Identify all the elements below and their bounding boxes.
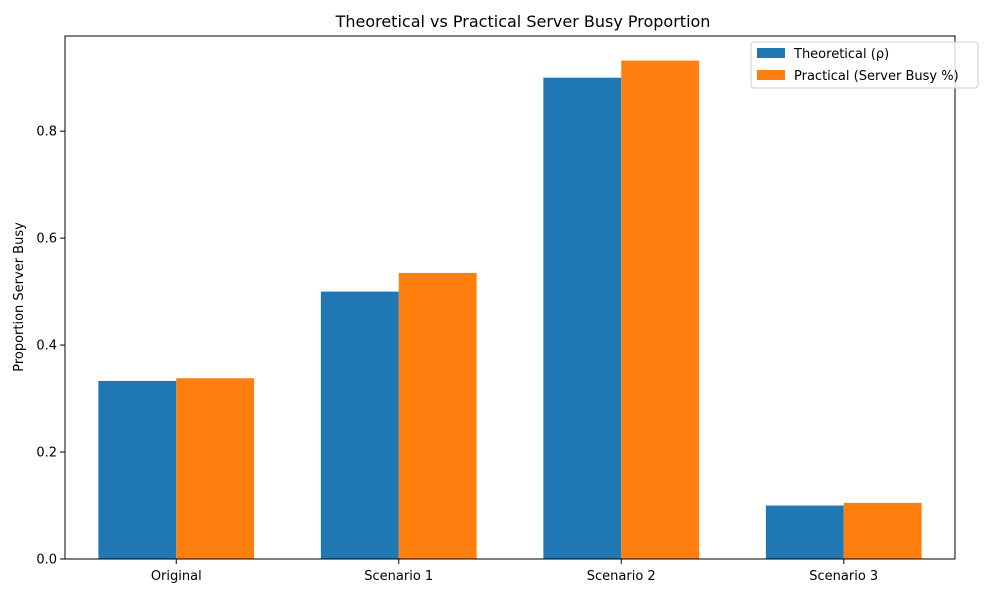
y-axis-ticks: 0.0 0.2 0.4 0.6 0.8 <box>36 125 65 568</box>
chart-title: Theoretical vs Practical Server Busy Pro… <box>335 12 711 31</box>
legend-label-theoretical: Theoretical (ρ) <box>793 47 889 62</box>
plot-area-frame <box>64 35 956 560</box>
legend: Theoretical (ρ) Practical (Server Busy %… <box>750 41 979 89</box>
y-tick-label: 0.0 <box>36 553 57 568</box>
x-tick-label: Scenario 1 <box>364 569 433 584</box>
x-tick-label: Scenario 3 <box>809 569 878 584</box>
legend-swatch-theoretical <box>757 48 785 58</box>
bar-practical-1 <box>398 272 477 559</box>
y-tick-label: 0.4 <box>36 339 57 354</box>
x-axis-ticks: Original Scenario 1 Scenario 2 Scenario 3 <box>151 559 878 584</box>
bars-group <box>98 60 922 559</box>
bar-practical-0 <box>176 378 255 559</box>
y-axis-label: Proportion Server Busy <box>12 222 27 372</box>
bar-theoretical-0 <box>98 380 177 559</box>
bar-theoretical-3 <box>765 505 844 559</box>
bar-theoretical-1 <box>320 291 399 559</box>
y-tick-label: 0.6 <box>36 232 57 247</box>
bar-practical-2 <box>621 60 700 559</box>
legend-box <box>750 41 979 89</box>
bar-theoretical-2 <box>543 77 622 559</box>
y-tick-label: 0.8 <box>36 125 57 140</box>
x-tick-label: Scenario 2 <box>587 569 656 584</box>
y-tick-label: 0.2 <box>36 446 57 461</box>
x-tick-label: Original <box>151 569 202 584</box>
legend-swatch-practical <box>757 70 785 80</box>
bar-practical-3 <box>843 502 922 559</box>
legend-label-practical: Practical (Server Busy %) <box>794 69 959 84</box>
